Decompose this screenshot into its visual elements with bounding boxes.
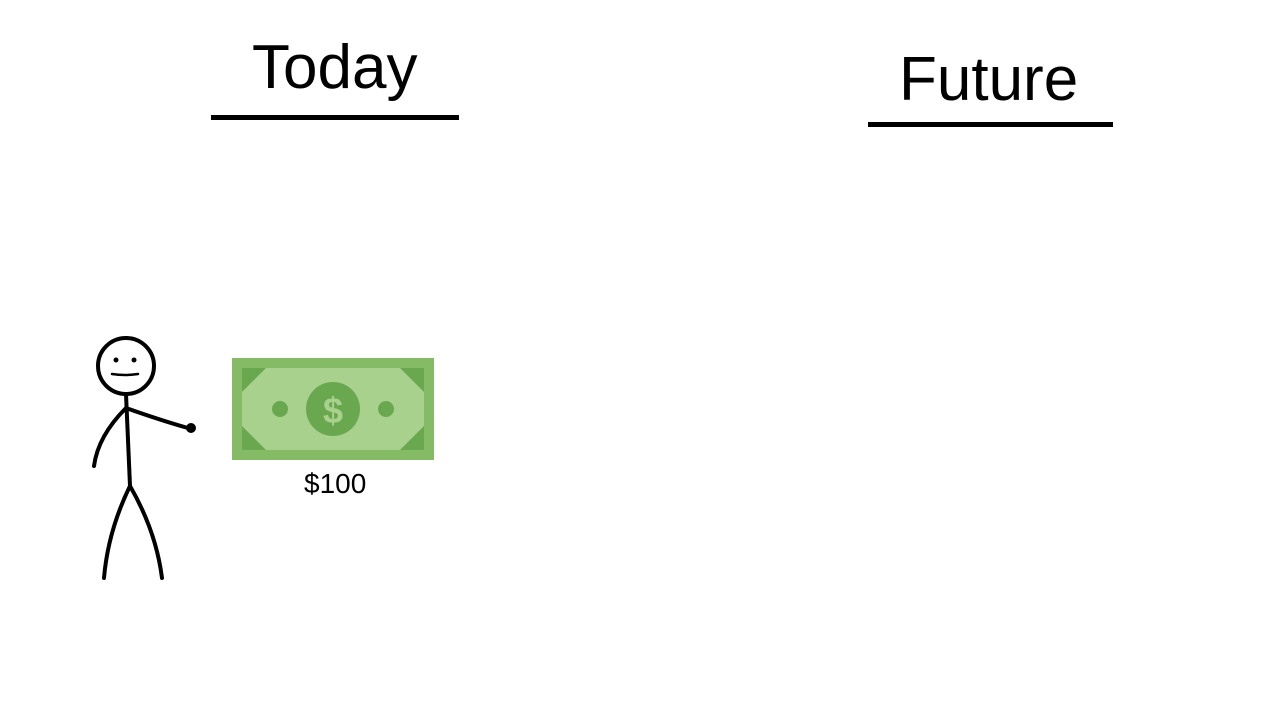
underline-future [868, 122, 1113, 127]
heading-future: Future [899, 44, 1078, 115]
stick-figure-icon [88, 336, 200, 582]
money-label: $100 [304, 468, 366, 500]
underline-today [211, 115, 459, 120]
svg-text:$: $ [323, 390, 343, 431]
heading-today: Today [252, 32, 417, 103]
money-bill-icon: $ [232, 358, 434, 460]
